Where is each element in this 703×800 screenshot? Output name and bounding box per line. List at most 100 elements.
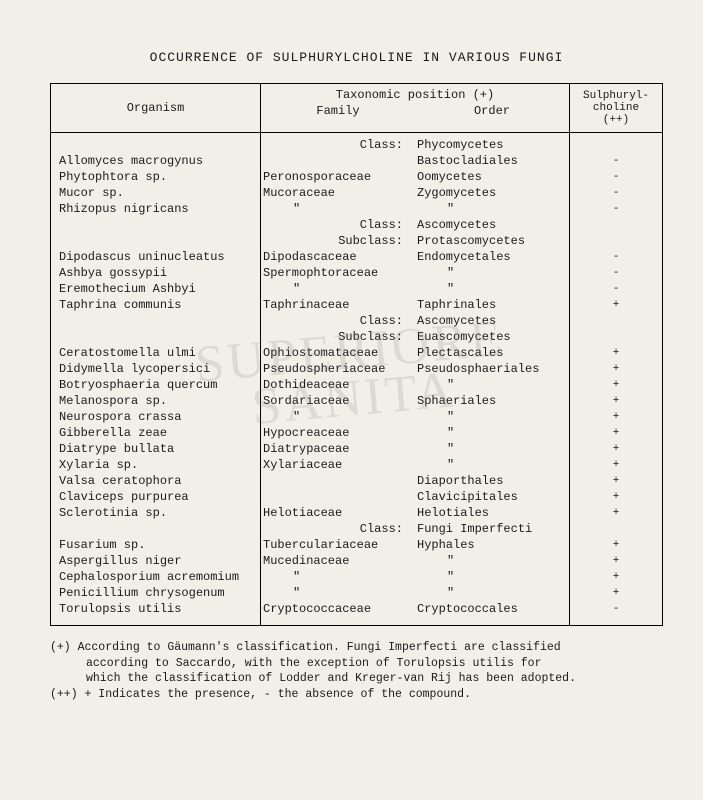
family-cell: Dipodascaceae — [263, 249, 409, 265]
order-cell: Pseudosphaeriales — [417, 361, 563, 377]
family-cell: Diatrypaceae — [263, 441, 409, 457]
hdr-taxonomic: Taxonomic position (+) — [261, 84, 569, 102]
order-cell: " — [417, 457, 563, 473]
family-cell: Class: — [263, 137, 409, 153]
organism-cell — [59, 521, 252, 537]
footnote-plus-1: (+) According to Gäumann's classificatio… — [50, 640, 663, 656]
organism-cell: Cephalosporium acremomium — [59, 569, 252, 585]
sulphuryl-cell: + — [574, 361, 658, 377]
family-cell: Spermophtoraceae — [263, 265, 409, 281]
family-cell: Dothideaceae — [263, 377, 409, 393]
order-cell: Clavicipitales — [417, 489, 563, 505]
sulphuryl-cell: + — [574, 569, 658, 585]
order-cell: Protascomycetes — [417, 233, 563, 249]
order-cell: Ascomycetes — [417, 217, 563, 233]
sulphuryl-cell: - — [574, 153, 658, 169]
order-cell: " — [417, 377, 563, 393]
sulphuryl-cell: + — [574, 425, 658, 441]
order-cell: Sphaeriales — [417, 393, 563, 409]
sulphuryl-cell: - — [574, 601, 658, 617]
organism-cell — [59, 137, 252, 153]
organism-cell: Phytophtora sp. — [59, 169, 252, 185]
order-cell: " — [417, 409, 563, 425]
family-cell: " — [263, 569, 409, 585]
sulphuryl-cell: - — [574, 249, 658, 265]
sulphuryl-cell: + — [574, 345, 658, 361]
order-cell: Fungi Imperfecti — [417, 521, 563, 537]
footnote-plus-2: according to Saccardo, with the exceptio… — [50, 656, 663, 672]
family-cell — [263, 473, 409, 489]
organism-cell — [59, 217, 252, 233]
table-header: Organism Taxonomic position (+) Family O… — [51, 84, 662, 133]
organism-cell — [59, 313, 252, 329]
organism-cell: Fusarium sp. — [59, 537, 252, 553]
organism-cell: Ashbya gossypii — [59, 265, 252, 281]
family-cell: " — [263, 281, 409, 297]
order-cell: " — [417, 201, 563, 217]
organism-cell: Mucor sp. — [59, 185, 252, 201]
organism-cell: Ceratostomella ulmi — [59, 345, 252, 361]
organism-cell: Torulopsis utilis — [59, 601, 252, 617]
organism-cell: Eremothecium Ashbyi — [59, 281, 252, 297]
order-cell: " — [417, 553, 563, 569]
hdr-sulphuryl: Sulphuryl-choline(++) — [570, 84, 662, 132]
family-cell: Helotiaceae — [263, 505, 409, 521]
organism-cell: Melanospora sp. — [59, 393, 252, 409]
footnote-plus-3: which the classification of Lodder and K… — [50, 671, 663, 687]
page: SUPERIORESANITA OCCURRENCE OF SULPHURYLC… — [0, 0, 703, 800]
sulphuryl-cell — [574, 233, 658, 249]
organism-cell — [59, 233, 252, 249]
sulphuryl-cell: - — [574, 185, 658, 201]
sulphuryl-cell: + — [574, 553, 658, 569]
family-cell: Subclass: — [263, 329, 409, 345]
sulphuryl-cell: - — [574, 201, 658, 217]
sulphuryl-cell: - — [574, 281, 658, 297]
family-cell: Taphrinaceae — [263, 297, 409, 313]
order-cell: " — [417, 569, 563, 585]
organism-cell: Neurospora crassa — [59, 409, 252, 425]
hdr-order: Order — [415, 104, 569, 118]
organism-cell: Allomyces macrogynus — [59, 153, 252, 169]
order-cell: Oomycetes — [417, 169, 563, 185]
organism-cell: Taphrina communis — [59, 297, 252, 313]
sulphuryl-cell: + — [574, 505, 658, 521]
sulphuryl-cell: + — [574, 457, 658, 473]
organism-cell: Rhizopus nigricans — [59, 201, 252, 217]
family-cell: Mucoraceae — [263, 185, 409, 201]
sulphuryl-cell: - — [574, 169, 658, 185]
table-body: Allomyces macrogynusPhytophtora sp.Mucor… — [51, 133, 662, 625]
order-cell: Cryptococcales — [417, 601, 563, 617]
family-cell: Pseudospheriaceae — [263, 361, 409, 377]
organism-cell: Aspergillus niger — [59, 553, 252, 569]
organism-cell: Dipodascus uninucleatus — [59, 249, 252, 265]
table: Organism Taxonomic position (+) Family O… — [50, 83, 663, 626]
family-cell: Xylariaceae — [263, 457, 409, 473]
sulphuryl-cell: + — [574, 409, 658, 425]
family-cell: Tuberculariaceae — [263, 537, 409, 553]
footnotes: (+) According to Gäumann's classificatio… — [50, 640, 663, 702]
sulphuryl-cell: + — [574, 297, 658, 313]
organism-cell: Claviceps purpurea — [59, 489, 252, 505]
organism-cell: Valsa ceratophora — [59, 473, 252, 489]
table-title: OCCURRENCE OF SULPHURYLCHOLINE IN VARIOU… — [50, 50, 663, 65]
family-cell: Class: — [263, 217, 409, 233]
sulphuryl-cell — [574, 329, 658, 345]
sulphuryl-cell — [574, 521, 658, 537]
family-cell: Hypocreaceae — [263, 425, 409, 441]
order-cell: Helotiales — [417, 505, 563, 521]
order-cell: " — [417, 425, 563, 441]
family-cell: Mucedinaceae — [263, 553, 409, 569]
hdr-family: Family — [261, 104, 415, 118]
sulphuryl-cell: + — [574, 473, 658, 489]
family-cell — [263, 153, 409, 169]
family-cell: " — [263, 409, 409, 425]
organism-cell: Didymella lycopersici — [59, 361, 252, 377]
sulphuryl-cell: + — [574, 393, 658, 409]
sulphuryl-cell: + — [574, 377, 658, 393]
family-cell: Class: — [263, 313, 409, 329]
order-cell: " — [417, 265, 563, 281]
sulphuryl-cell: + — [574, 489, 658, 505]
sulphuryl-cell — [574, 217, 658, 233]
family-cell: Sordariaceae — [263, 393, 409, 409]
organism-cell: Botryosphaeria quercum — [59, 377, 252, 393]
